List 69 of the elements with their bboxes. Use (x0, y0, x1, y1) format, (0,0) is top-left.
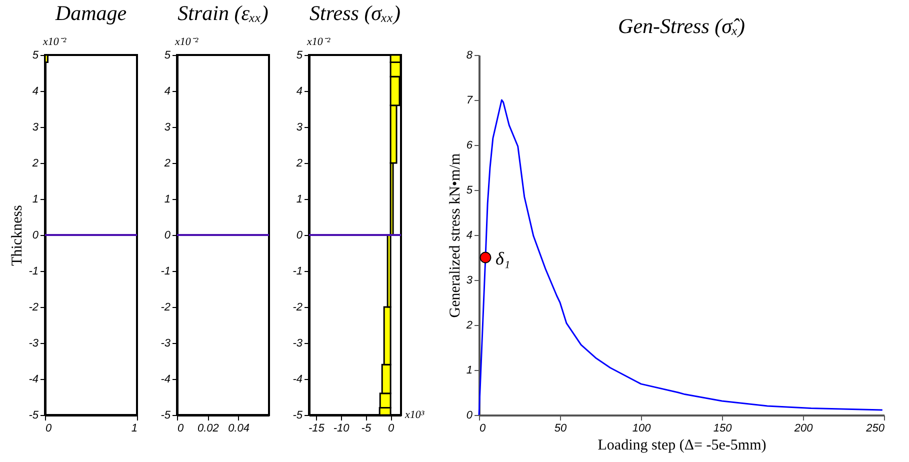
y-tick-label: 2 (295, 158, 302, 170)
y-tick-label: 0 (164, 230, 172, 242)
y-tick-label: 4 (164, 86, 170, 98)
x-tick-label: 50 (554, 422, 568, 434)
y-tick-label: 4 (296, 86, 302, 98)
y-tick-label: 5 (164, 50, 172, 62)
x-tick-label: 250 (865, 422, 886, 434)
y-tick-label: 4 (32, 86, 38, 98)
y-tick-label: 6 (466, 140, 474, 152)
y-tick-label: -1 (292, 266, 302, 278)
y-tick-label: 3 (466, 274, 474, 286)
y-tick-label: 0 (296, 230, 304, 242)
y-tick-label: 2 (163, 158, 170, 170)
chart-title: Stress (σₓₓ) (310, 1, 400, 25)
text: x10⁻² (174, 36, 199, 48)
text: x10⁻² (306, 36, 331, 48)
y-tick-label: 5 (296, 50, 304, 62)
y-tick-label: 1 (296, 194, 302, 206)
y-tick-label: -5 (292, 410, 304, 422)
y-tick-label: 1 (164, 194, 170, 206)
y-tick-label: -1 (28, 266, 38, 278)
text: x10³ (404, 409, 425, 421)
y-tick-label: -2 (28, 302, 38, 314)
y-tick-label: -3 (292, 338, 304, 350)
y-tick-label: 2 (465, 320, 472, 332)
y-tick-label: -4 (292, 374, 302, 386)
x-tick-label: -15 (308, 422, 326, 434)
y-tick-label: 2 (31, 158, 38, 170)
chart-title: Gen-Stress (σ̂ₓ) (618, 14, 745, 38)
y-tick-label: 3 (164, 122, 172, 134)
x-tick-label: 200 (793, 422, 814, 434)
annotation: δ₁ (495, 248, 510, 268)
x-tick-label: 0.02 (197, 422, 219, 434)
x-tick-label: 0.04 (228, 422, 250, 434)
x-tick-label: 0 (46, 422, 52, 434)
y-tick-label: -2 (292, 302, 302, 314)
x-tick-label: 100 (632, 422, 652, 434)
text: x10⁻² (42, 36, 67, 48)
y-tick-label: -4 (160, 374, 170, 386)
y-tick-label: 3 (296, 122, 304, 134)
y-tick-label: 5 (466, 184, 474, 196)
x-axis-title: Loading step (Δ= -5e-5mm) (598, 438, 766, 454)
y-tick-label: 4 (466, 230, 472, 242)
x-tick-label: 0 (480, 422, 486, 434)
chart-title: Strain (εₓₓ) (178, 1, 268, 25)
y-tick-label: -3 (28, 338, 40, 350)
y-tick-label: -5 (160, 410, 172, 422)
y-tick-label: -2 (160, 302, 170, 314)
x-tick-label: 0 (178, 422, 184, 434)
y-tick-label: 0 (466, 410, 474, 422)
y-tick-label: -3 (160, 338, 172, 350)
y-tick-label: 5 (32, 50, 40, 62)
y-tick-label: -4 (28, 374, 38, 386)
y-tick-label: 1 (466, 364, 472, 376)
y-tick-label: 7 (466, 94, 474, 106)
y-axis-title: Generalized stress kN•m/m (447, 152, 464, 318)
y-tick-label: 8 (466, 50, 474, 62)
y-tick-label: -5 (28, 410, 40, 422)
x-tick-label: 1 (131, 422, 138, 434)
y-axis-title: Thickness (10, 204, 26, 266)
x-tick-label: -10 (333, 422, 350, 434)
chart-title: Damage (54, 1, 127, 25)
x-tick-label: 0 (388, 422, 395, 434)
x-tick-label: 150 (713, 422, 733, 434)
y-tick-label: -1 (160, 266, 170, 278)
y-tick-label: 0 (32, 230, 40, 242)
y-tick-label: 3 (32, 122, 40, 134)
y-tick-label: 1 (32, 194, 38, 206)
x-tick-label: -5 (361, 422, 372, 434)
